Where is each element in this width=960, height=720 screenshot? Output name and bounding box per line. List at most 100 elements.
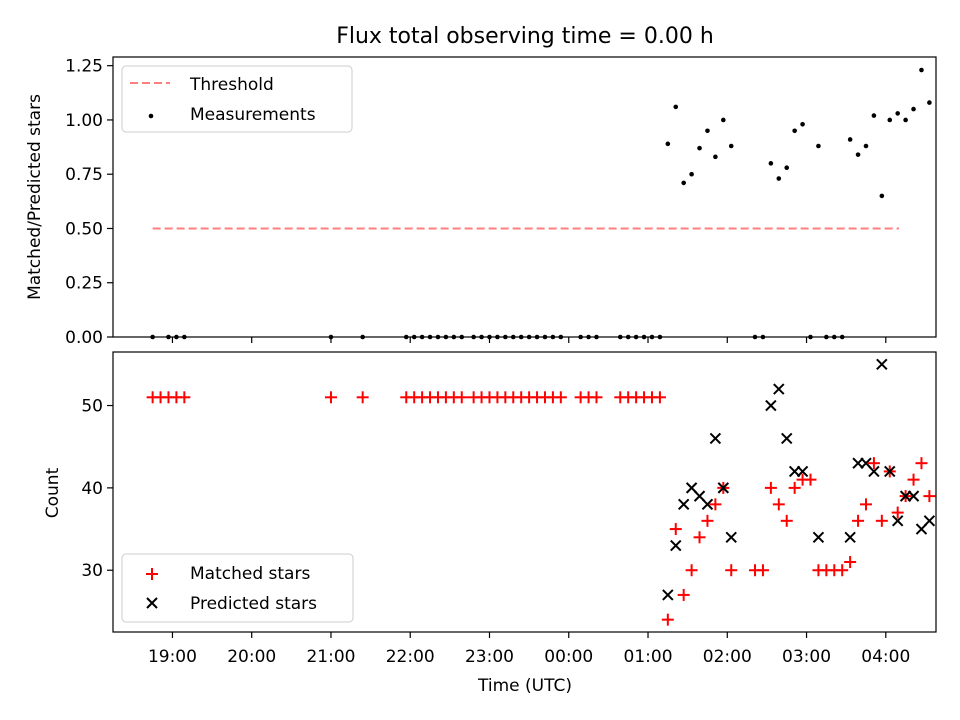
measurement-point [665, 141, 671, 147]
measurement-point [855, 152, 861, 157]
top-y-axis-label: Matched/Predicted stars [25, 94, 45, 300]
measurement-point [681, 180, 686, 186]
chart-title: Flux total observing time = 0.00 h [336, 24, 714, 49]
top-y-axis: 0.00 0.25 0.50 0.75 1.00 1.25 [65, 57, 113, 348]
predicted-star-point [844, 531, 856, 544]
measurement-point [776, 176, 782, 181]
matched-star-point [764, 481, 777, 494]
y-tick-label: 0.75 [65, 165, 103, 185]
legend-matched-marker [146, 568, 158, 580]
measurement-point [816, 143, 821, 149]
matched-star-point [324, 391, 337, 404]
matched-star-point [875, 514, 888, 527]
predicted-star-point [891, 515, 904, 527]
x-tick-label: 22:00 [386, 647, 435, 667]
legend-measurements-label: Measurements [190, 105, 316, 125]
measurement-point [792, 128, 797, 134]
matched-star-point [178, 391, 191, 404]
predicted-star-point [923, 515, 936, 527]
x-tick-label: 00:00 [544, 647, 593, 667]
measurement-point [879, 193, 885, 199]
matched-star-point [907, 473, 920, 486]
predicted-star-point [907, 490, 920, 502]
predicted-star-point [884, 465, 896, 478]
x-axis-label: Time (UTC) [477, 676, 572, 696]
matched-star-point [852, 514, 865, 527]
x-tick-label: 03:00 [782, 647, 831, 667]
predicted-star-point [662, 589, 674, 601]
matched-star-point [772, 498, 785, 511]
predicted-star-point [670, 539, 682, 552]
top-panel: 0.00 0.25 0.50 0.75 1.00 1.25 Matched/Predict… [25, 56, 937, 348]
bottom-plot-marks [146, 358, 936, 626]
matched-star-point [891, 506, 904, 519]
y-tick-label: 1.00 [65, 111, 103, 131]
predicted-star-point [781, 432, 793, 445]
legend-predicted-label: Predicted stars [190, 594, 317, 614]
measurement-point [713, 154, 718, 160]
predicted-star-point [876, 358, 888, 371]
matched-star-point [554, 391, 567, 404]
predicted-star-point [765, 399, 777, 412]
matched-star-point [653, 391, 666, 404]
predicted-star-point [677, 498, 690, 511]
matched-star-point [923, 490, 936, 503]
x-tick-label: 21:00 [306, 647, 355, 667]
matched-star-point [693, 531, 706, 544]
matched-star-point [677, 588, 690, 601]
y-tick-label: 0.00 [65, 328, 103, 348]
bottom-legend: Matched stars Predicted stars [121, 553, 354, 623]
matched-star-point [669, 523, 682, 536]
legend-matched-label: Matched stars [190, 564, 310, 584]
matched-star-point [455, 391, 468, 404]
bottom-x-axis: 19:00 20:00 21:00 22:00 23:00 00:00 01:00 02:00… [148, 632, 910, 667]
measurement-point [728, 143, 734, 149]
measurement-point [871, 113, 877, 118]
predicted-star-point [812, 531, 825, 544]
matched-star-point [661, 613, 674, 626]
measurement-point [673, 104, 679, 110]
y-tick-label: 30 [81, 561, 103, 581]
measurement-point [784, 165, 790, 170]
matched-star-point [709, 498, 722, 511]
measurement-point [919, 67, 924, 73]
measurement-point [887, 117, 893, 123]
y-tick-label: 1.25 [65, 57, 103, 77]
y-tick-label: 40 [81, 479, 103, 499]
measurement-point [705, 128, 710, 134]
y-tick-label: 50 [81, 397, 103, 417]
matched-star-point [701, 514, 714, 527]
measurement-point [800, 121, 805, 127]
predicted-star-point [868, 465, 880, 478]
measurement-point [911, 106, 916, 112]
bottom-legend-box [121, 553, 354, 623]
matched-star-point [685, 564, 698, 577]
predicted-star-point [725, 531, 737, 544]
measurement-point [847, 137, 853, 142]
bottom-y-axis: 30 40 50 [81, 397, 113, 581]
top-legend: Threshold Measurements [121, 65, 353, 133]
matched-star-point [804, 473, 817, 486]
matched-star-point [756, 564, 769, 577]
measurement-point [697, 145, 702, 151]
bottom-panel: 30 40 50 19:00 20:00 21:00 22:00 23:00 00:00 01:… [43, 351, 937, 696]
predicted-star-point [773, 383, 785, 395]
measurement-point [689, 171, 694, 177]
top-legend-box [121, 65, 353, 133]
legend-predicted-marker [146, 597, 158, 609]
matched-star-point [867, 457, 880, 470]
top-x-axis [171, 337, 887, 343]
predicted-star-point [701, 498, 714, 511]
x-tick-label: 04:00 [861, 647, 910, 667]
bottom-plot-frame [112, 351, 937, 633]
measurement-point [895, 111, 900, 116]
matched-star-point [356, 391, 369, 404]
x-tick-label: 20:00 [227, 647, 276, 667]
measurement-point [927, 100, 932, 105]
matched-star-point [725, 564, 738, 577]
matched-star-point [844, 556, 857, 568]
measurement-point [768, 161, 774, 166]
measurement-point [863, 143, 869, 149]
x-tick-label: 19:00 [148, 647, 197, 667]
